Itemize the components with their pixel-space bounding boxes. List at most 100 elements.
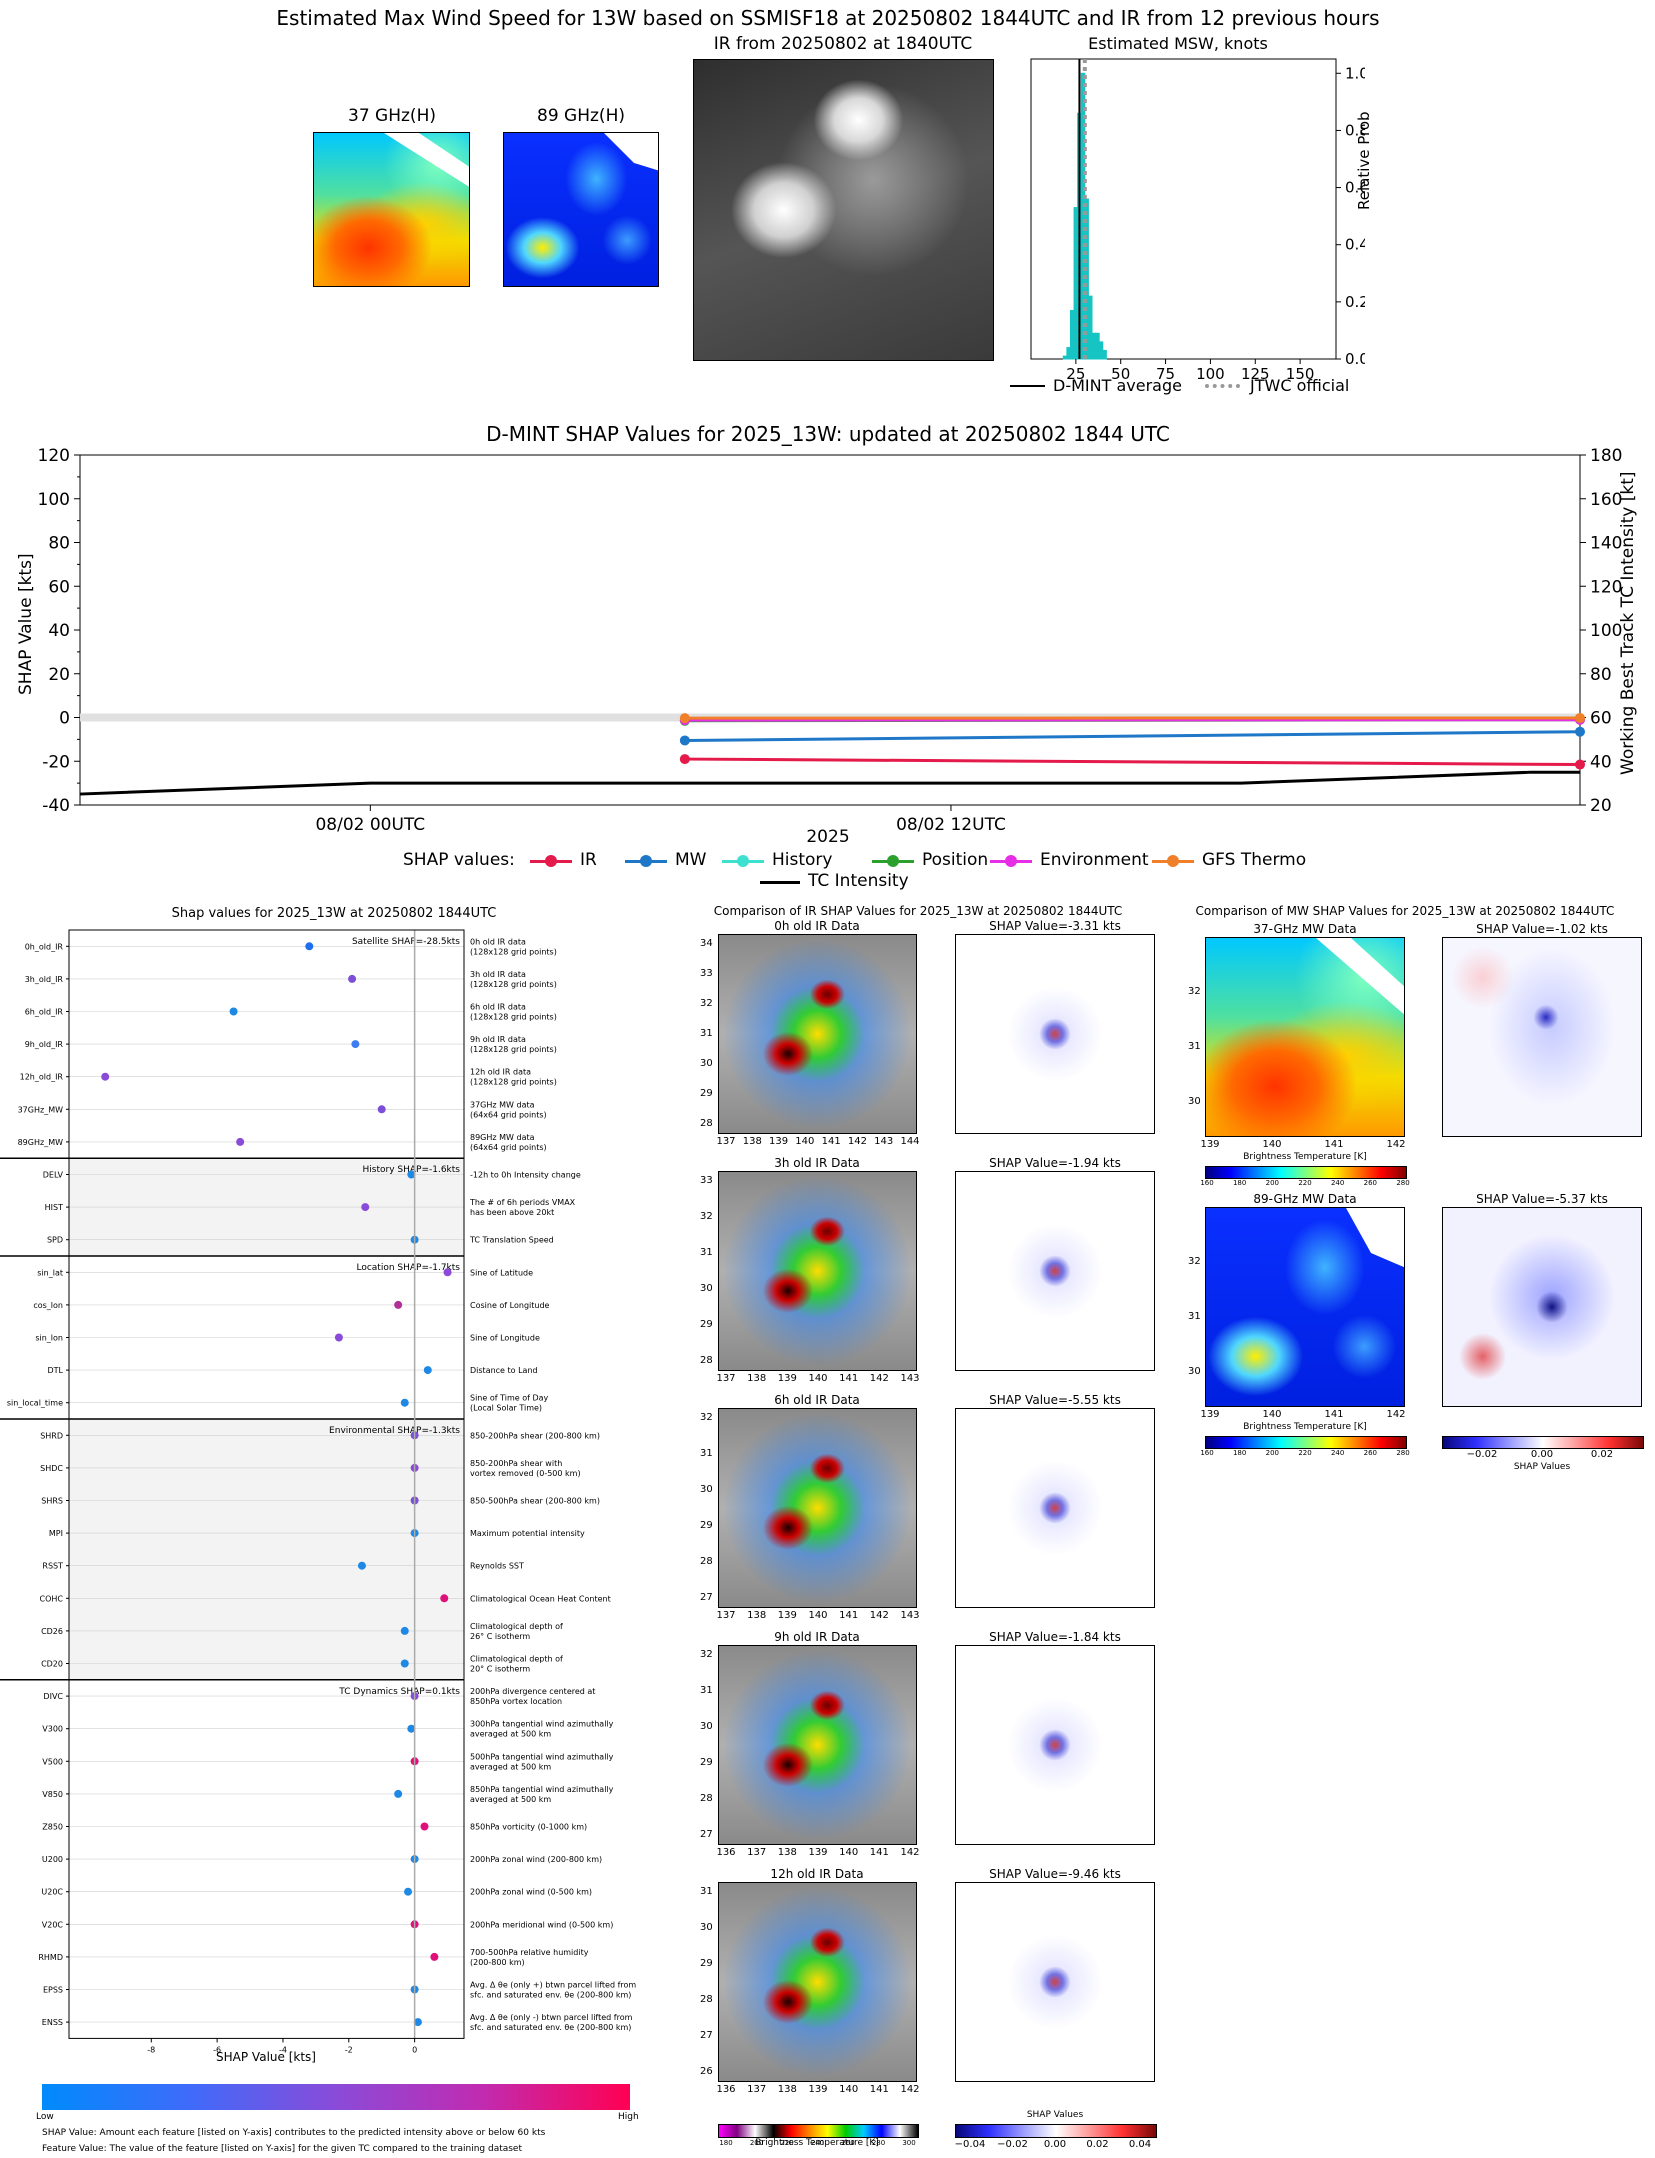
feat-row-desc: 850hPa tangential wind azimuthally [470,1785,614,1794]
feat-row-desc: 700-500hPa relative humidity [470,1948,589,1957]
ts-ytick-label: 120 [38,446,70,466]
feat-row-name: RHMD [38,1953,63,1962]
feat-group-bg [69,1419,464,1680]
mw37-colorbar [1205,1166,1407,1179]
feat-row-desc: 37GHz MW data [470,1100,535,1109]
ir-ytick-label: 31 [700,1028,713,1039]
feat-shap-point [443,1268,452,1277]
ir-panel-title: 3h old IR Data [774,1156,860,1170]
feat-frame [68,929,465,2039]
feat-row-desc: Cosine of Longitude [470,1301,550,1310]
feat-group-label: Satellite SHAP=-28.5kts [352,937,460,947]
feat-group-label: Environmental SHAP=-1.3kts [329,1426,460,1436]
feat-row-desc: 200hPa zonal wind (200-800 km) [470,1855,602,1864]
ir-xtick-label: 140 [808,1610,828,1621]
feat-row-desc: Sine of Longitude [470,1334,540,1343]
feat-row-desc: 850-200hPa shear with [470,1459,562,1468]
feat-row-name: 12h_old_IR [20,1073,64,1082]
feature-value-colorbar [42,2084,630,2110]
hist-ytick-label: 1.0 [1345,64,1365,82]
feat-row-desc: sfc. and saturated env. θe (200-800 km) [470,2023,631,2032]
hist-xtick-label: 50 [1111,365,1130,383]
ir-xtick-label: 137 [747,1847,767,1858]
ir-xtick-label: 136 [716,2084,736,2095]
hist-frame [1030,58,1337,360]
feat-row-desc: (200-800 km) [470,1958,525,1967]
ir-xtick-label: 143 [900,1373,920,1384]
mw-xtick-label: 141 [1324,1139,1344,1150]
feat-shap-point [394,1300,403,1309]
feat-row-name: CD26 [41,1627,63,1636]
ir-xtick-label: 139 [777,1373,797,1384]
feat-shap-point [394,1789,403,1798]
panel-ir-title: IR from 20250802 at 1840UTC [713,34,973,54]
feat-row-desc: 300hPa tangential wind azimuthally [470,1720,614,1729]
ir-ytick-label: 31 [700,1247,713,1258]
legend-marker [887,855,899,867]
feat-row-name: 6h_old_IR [25,1008,64,1017]
feat-shap-point [430,1952,439,1961]
feat-row-desc: (Local Solar Time) [470,1404,542,1413]
mw-cb-tick: 200 [1265,1179,1280,1187]
feat-shap-point [400,1659,409,1668]
feat-shap-point [361,1203,370,1212]
feat-shap-point [101,1072,110,1081]
ts-ytick-label: 80 [48,534,70,554]
legend-label: IR [580,850,597,870]
mw-ytick-label: 32 [1188,986,1201,997]
ir-ytick-label: 31 [700,1886,713,1897]
ir-xtick-label: 139 [808,2084,828,2095]
feat-row-desc: Sine of Latitude [470,1268,533,1277]
feat-shap-point [400,1398,409,1407]
hist-ytick-label: 0.4 [1345,236,1365,254]
feat-row-name: sin_local_time [7,1399,63,1408]
ir-xtick-label: 144 [900,1136,920,1147]
feat-row-name: HIST [45,1203,63,1212]
series-point [1575,759,1585,770]
feat-row-name: MPI [49,1529,63,1538]
mw37-cb-label: Brightness Temperature [K] [1243,1152,1367,1162]
ir-ytick-label: 31 [700,1685,713,1696]
feat-xtick-label: -8 [147,2045,155,2054]
ir-shap-title: SHAP Value=-5.55 kts [989,1393,1121,1407]
legend-label: GFS Thermo [1202,850,1307,870]
mw-ytick-label: 31 [1188,1041,1201,1052]
mw89-cb-label: Brightness Temperature [K] [1243,1422,1367,1432]
feat-row-desc: Avg. Δ θe (only -) btwn parcel lifted fr… [470,2013,633,2022]
ir-cb-tick: 220 [780,2139,794,2147]
mw-cmp-title: Comparison of MW SHAP Values for 2025_13… [1195,904,1615,918]
legend-tc-label: TC Intensity [808,871,909,891]
hist-ytick-label: 0.6 [1345,179,1365,197]
ir-xtick-label: 137 [747,2084,767,2095]
feat-row-desc: (128x128 grid points) [470,980,557,989]
feat-row-desc: 850-200hPa shear (200-800 km) [470,1431,600,1440]
legend-marker [1167,855,1179,867]
hist-ytick-label: 0.2 [1345,293,1365,311]
ir-xtick-label: 138 [777,2084,797,2095]
ir-ytick-label: 28 [700,1118,713,1129]
legend-marker [640,855,652,867]
feat-shap-point [404,1887,413,1896]
mw-shap-cb-label: SHAP Values [1513,1462,1571,1472]
note-feature-value: Feature Value: The value of the feature … [42,2144,523,2154]
hist-bar [1098,341,1104,360]
ir-shap-title: SHAP Value=-1.84 kts [989,1630,1121,1644]
hist-title: Estimated MSW, knots [1088,34,1268,53]
mw37-shap-title: SHAP Value=-1.02 kts [1476,922,1608,936]
feat-row-name: 37GHz_MW [18,1105,63,1114]
ts-y2tick-label: 140 [1590,534,1622,554]
ts-xtick-label: 08/02 00UTC [315,815,425,835]
feat-row-desc: averaged at 500 km [470,1762,551,1771]
ts-y2tick-label: 120 [1590,577,1622,597]
note-shap-value: SHAP Value: Amount each feature [listed … [42,2128,546,2138]
ir-shap-cb-tick: −0.04 [954,2139,986,2150]
mw-shap-cb-tick: 0.02 [1590,1449,1614,1460]
mw37-title: 37-GHz MW Data [1253,922,1357,936]
feat-row-name: COHC [40,1594,64,1603]
ir-ytick-label: 29 [700,1520,713,1531]
feat-row-name: V850 [42,1790,63,1799]
ir-xtick-label: 143 [874,1136,894,1147]
ir-cb-tick: 280 [871,2139,886,2147]
ir-xtick-label: 136 [716,1847,736,1858]
ir-ytick-label: 30 [700,1922,713,1933]
